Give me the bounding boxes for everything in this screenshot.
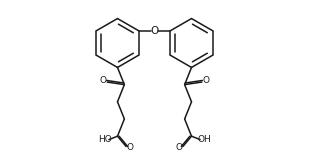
- Text: O: O: [150, 26, 159, 36]
- Text: O: O: [126, 143, 133, 152]
- Text: HO: HO: [98, 135, 112, 144]
- Text: O: O: [202, 76, 209, 85]
- Text: O: O: [176, 143, 183, 152]
- Text: OH: OH: [197, 135, 211, 144]
- Text: O: O: [100, 76, 107, 85]
